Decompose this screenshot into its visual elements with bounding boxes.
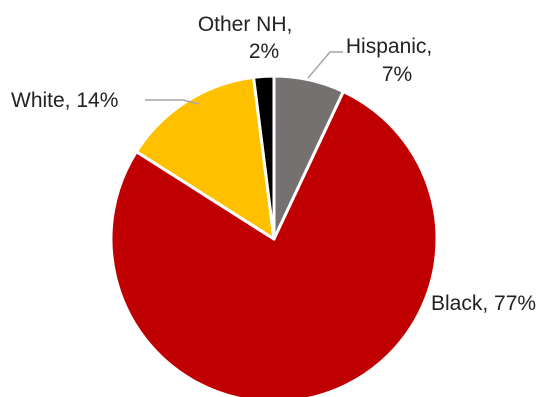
pie-slices [109, 74, 439, 397]
pie-slice-black [109, 90, 439, 397]
label-black: Black, 77% [431, 292, 536, 315]
data-labels: Other NH, 2% Hispanic, 7% White, 14% Bla… [11, 13, 536, 315]
leader-line-hispanic [307, 51, 343, 79]
label-hispanic: Hispanic, 7% [346, 35, 438, 86]
leader-line-white [145, 99, 200, 105]
leader-lines [145, 51, 343, 105]
pie-slice-other-nh [252, 74, 276, 241]
label-white: White, 14% [11, 89, 118, 112]
label-other-nh: Other NH, 2% [198, 13, 298, 63]
